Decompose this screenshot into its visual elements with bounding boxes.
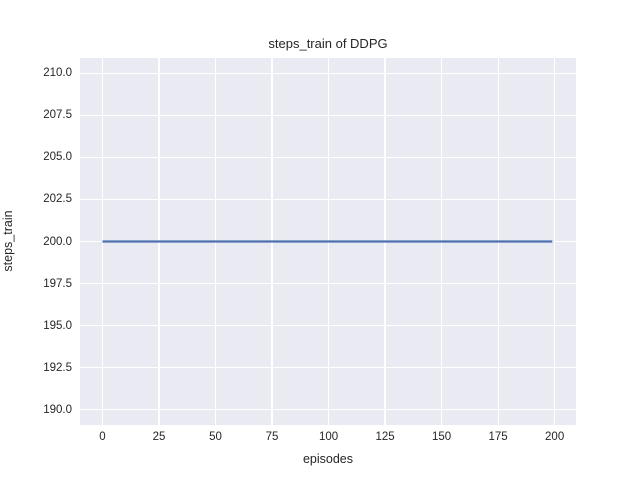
gridline-horizontal (80, 198, 576, 201)
y-tick-label: 197.5 (43, 277, 72, 290)
y-tick-label: 192.5 (43, 361, 72, 374)
y-tick-label: 205.0 (43, 151, 72, 164)
gridline-horizontal (80, 366, 576, 369)
x-tick-label: 150 (432, 431, 452, 443)
gridline-horizontal (80, 324, 576, 327)
x-tick-label: 50 (209, 431, 222, 443)
x-tick-label: 125 (375, 431, 395, 443)
gridline-horizontal (80, 114, 576, 117)
chart-title: steps_train of DDPG (268, 36, 388, 51)
x-tick-label: 75 (265, 431, 279, 443)
x-tick-label: 175 (488, 431, 508, 443)
x-tick-label: 0 (99, 431, 106, 443)
plot-area (80, 58, 576, 425)
y-tick-label: 195.0 (43, 319, 72, 332)
y-tick-label: 210.0 (43, 67, 72, 80)
y-tick-label: 200.0 (43, 235, 72, 248)
y-axis-label: steps_train (1, 210, 15, 272)
x-tick-label: 200 (545, 431, 565, 443)
y-tick-label: 207.5 (43, 109, 72, 122)
gridline-horizontal (80, 156, 576, 159)
y-tick-label: 202.5 (43, 193, 72, 206)
gridline-horizontal (80, 282, 576, 285)
gridline-horizontal (80, 408, 576, 411)
x-axis-label: episodes (302, 452, 354, 466)
y-tick-label: 190.0 (43, 403, 72, 416)
x-tick-label: 25 (152, 431, 166, 443)
series-layer (102, 240, 553, 243)
x-tick-label: 100 (318, 431, 339, 443)
gridline-horizontal (80, 72, 576, 75)
